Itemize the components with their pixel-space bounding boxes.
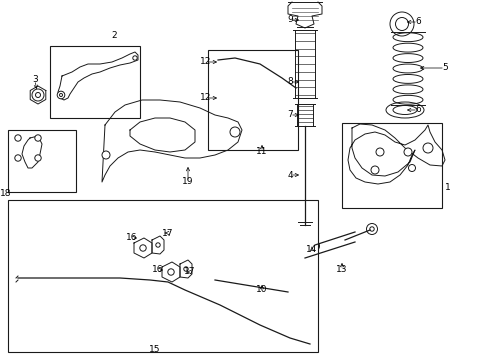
Bar [8,200,318,352]
Text: 17: 17 [184,267,196,276]
Bar [342,123,442,208]
Text: 17: 17 [162,229,174,238]
Circle shape [371,166,379,174]
Text: 19: 19 [182,177,194,186]
Circle shape [35,135,41,141]
Text: 6: 6 [415,105,421,114]
Circle shape [133,56,137,60]
Text: 10: 10 [256,285,268,294]
Circle shape [156,243,160,247]
Text: 5: 5 [442,63,448,72]
Text: 6: 6 [415,18,421,27]
Text: 1: 1 [445,184,451,193]
Circle shape [168,269,174,275]
Text: 4: 4 [287,171,293,180]
Text: 12: 12 [200,58,212,67]
Text: 9: 9 [287,15,293,24]
Bar [208,50,298,150]
Text: 13: 13 [336,266,348,274]
Text: 16: 16 [152,266,164,274]
Text: 15: 15 [149,346,161,355]
Circle shape [15,135,21,141]
Text: 14: 14 [306,246,318,255]
Circle shape [184,267,188,271]
Text: 18: 18 [0,189,12,198]
Circle shape [35,155,41,161]
Bar [8,130,76,192]
Circle shape [230,127,240,137]
Circle shape [57,91,65,99]
Circle shape [102,151,110,159]
Text: 8: 8 [287,77,293,86]
Circle shape [423,143,433,153]
Text: 3: 3 [32,76,38,85]
Circle shape [140,245,146,251]
Bar [50,46,140,118]
Circle shape [59,94,63,96]
Circle shape [15,155,21,161]
Text: 11: 11 [256,148,268,157]
Text: 7: 7 [287,111,293,120]
Text: 2: 2 [111,31,117,40]
Text: 16: 16 [126,234,138,243]
Text: 12: 12 [200,94,212,103]
Circle shape [404,148,412,156]
Circle shape [409,165,416,171]
Circle shape [376,148,384,156]
